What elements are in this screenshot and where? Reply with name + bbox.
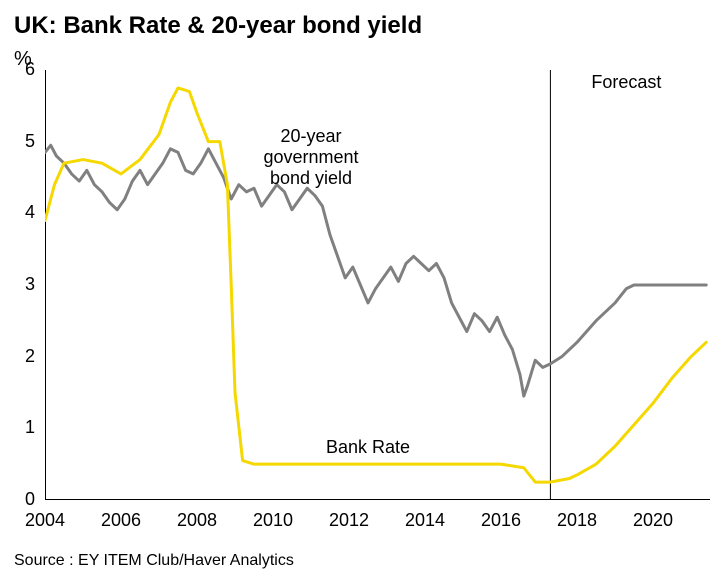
y-tick-label: 1 <box>25 417 35 438</box>
y-tick-label: 2 <box>25 346 35 367</box>
x-tick-label: 2018 <box>553 510 601 531</box>
forecast-label: Forecast <box>581 72 671 93</box>
x-tick-label: 2012 <box>325 510 373 531</box>
plot-area <box>45 70 710 500</box>
bank-rate-line <box>45 88 706 482</box>
chart-container: UK: Bank Rate & 20-year bond yield % Sou… <box>0 0 728 580</box>
y-tick-label: 6 <box>25 59 35 80</box>
bond-yield-line-label: 20-year government bond yield <box>251 126 371 189</box>
y-tick-label: 4 <box>25 202 35 223</box>
x-tick-label: 2014 <box>401 510 449 531</box>
x-tick-label: 2016 <box>477 510 525 531</box>
x-tick-label: 2004 <box>21 510 69 531</box>
x-tick-label: 2010 <box>249 510 297 531</box>
x-tick-label: 2006 <box>97 510 145 531</box>
x-tick-label: 2008 <box>173 510 221 531</box>
bank-rate-line-label: Bank Rate <box>308 437 428 458</box>
y-tick-label: 3 <box>25 274 35 295</box>
source-text: Source : EY ITEM Club/Haver Analytics <box>14 552 294 570</box>
bond-yield-line <box>45 145 706 396</box>
chart-title: UK: Bank Rate & 20-year bond yield <box>14 12 422 40</box>
x-tick-label: 2020 <box>629 510 677 531</box>
y-tick-label: 0 <box>25 489 35 510</box>
y-tick-label: 5 <box>25 131 35 152</box>
